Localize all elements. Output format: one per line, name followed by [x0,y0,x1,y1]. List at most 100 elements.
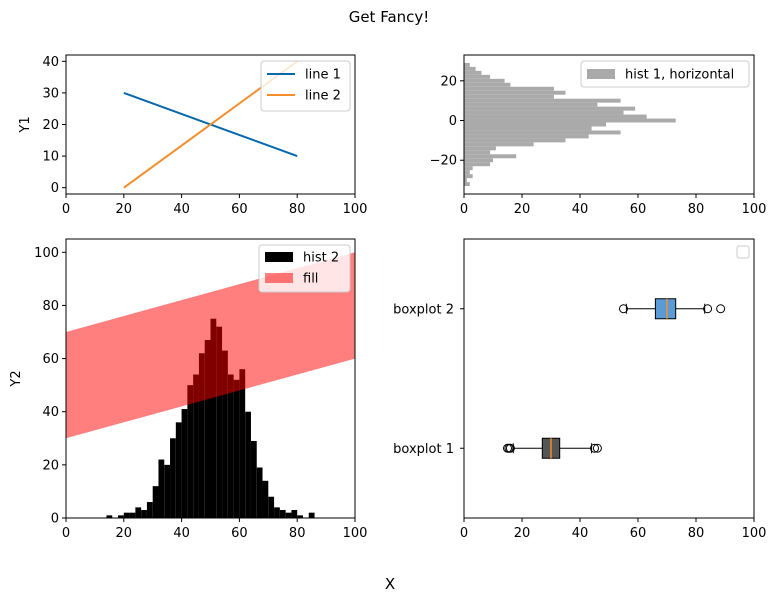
flier-point [703,304,713,314]
flier-point [716,304,726,314]
plot-area-top-right [464,62,676,187]
y-category-label: boxplot 2 [393,302,454,317]
y-tick-label: 0 [51,181,59,196]
flier-point [619,304,628,314]
x-tick-label: 80 [289,526,306,541]
hist2-bar [308,512,315,518]
x-tick-label: 100 [343,526,368,541]
hist2-bar [118,515,124,518]
hist1-bar [464,130,621,135]
boxplot-2 [619,298,726,320]
x-tick-label: 0 [62,526,70,541]
hist2-bar [129,512,136,518]
y-tick-label: 10 [42,150,59,165]
hist2-bar [204,339,211,518]
hist2-bar [175,422,182,518]
hist1-bar [464,74,491,79]
hist1-bar [464,182,470,187]
fill-band [66,252,355,439]
hist1-bar [464,94,554,99]
x-tick-label: 80 [688,526,705,541]
hist2-bar [141,510,147,518]
hist2-bar [250,440,257,518]
flier-point [590,443,599,453]
legend-label: hist 2 [303,251,339,266]
axes-bottom-left: 0 20 40 60 80 100 0 20 40 60 80 100 Y2 hist 2 fill [9,238,368,541]
axes-top-left: 0 20 40 60 80 100 0 10 20 30 40 Y1 line 1 line 2 [18,54,367,217]
legend-label: fill [303,272,318,287]
hist2-bar [227,374,234,518]
x-tick-label: 80 [289,202,306,217]
y-tick-label: 100 [34,246,59,261]
x-tick-label: 40 [173,202,190,217]
hist2-bar [210,318,217,518]
x-tick-label: 20 [514,202,531,217]
hist2-bar [106,515,113,518]
hist1-bar [464,102,598,107]
hist1-bar [464,62,470,67]
hist2-bar [135,507,142,518]
legend-bottom-right [736,245,750,259]
x-tick-label: 20 [116,526,133,541]
x-tick-label: 0 [460,526,468,541]
hist2-bar [152,486,159,518]
hist1-bar [464,150,491,155]
x-tick-label: 40 [572,526,589,541]
hist2-bar [187,385,194,518]
hist1-bar [464,114,647,119]
hist2-bar [170,438,176,518]
flier-point [505,443,515,453]
x-tick-label: 60 [231,526,248,541]
y-category-label: boxplot 1 [393,442,454,457]
y-tick-label: 80 [42,299,59,314]
hist1-bar [464,134,589,139]
legend-bottom-left: hist 2 fill [258,244,351,293]
hist2-bar [268,496,275,518]
legend-swatch [265,273,293,283]
hist1-bar [464,122,607,127]
figure-suptitle: Get Fancy! [349,8,430,26]
hist2-bar [239,369,246,518]
y-axis-label: Y1 [18,116,33,133]
hist1-bar [464,126,592,131]
hist2-bar [245,411,251,518]
axes-frame [463,54,755,195]
plot-area-bottom-right [503,298,726,459]
axes-bottom-right: 0 20 40 60 80 100 boxplot 1 boxplot 2 [393,238,766,541]
hist1-bar [464,118,676,123]
box [654,298,677,320]
x-tick-label: 20 [514,526,531,541]
x-tick-label: 0 [62,202,70,217]
hist2-bar [233,379,240,518]
x-tick-label: 100 [742,202,767,217]
x-tick-label: 40 [173,526,190,541]
x-tick-label: 80 [688,202,705,217]
hist2-bar [164,464,171,518]
hist2-bar [274,507,280,518]
hist1-bar [464,154,517,159]
hist1-bar [464,162,491,167]
plot-area-bottom-left [66,252,355,518]
legend-label: line 2 [305,89,341,104]
hist1-bar [464,138,566,143]
y-tick-label: 0 [51,512,59,527]
legend-label: line 1 [305,68,341,83]
hist1-bar [464,90,566,95]
hist1-bar [464,70,482,75]
x-tick-label: 60 [630,526,647,541]
legend-top-right: hist 1, horizontal [580,60,750,88]
hist1-bar [464,98,621,103]
hist1-bar [464,158,493,163]
boxplot-1 [503,437,602,459]
hist1-bar [464,86,554,91]
hist1-bar [464,66,476,71]
figure-supxlabel: X [385,575,395,593]
axes-frame [463,238,755,519]
legend-swatch [587,69,615,79]
y-tick-label: 30 [42,86,59,101]
hist2-bar [193,374,199,518]
flier-point [592,443,602,453]
hist2-bar [256,467,263,518]
